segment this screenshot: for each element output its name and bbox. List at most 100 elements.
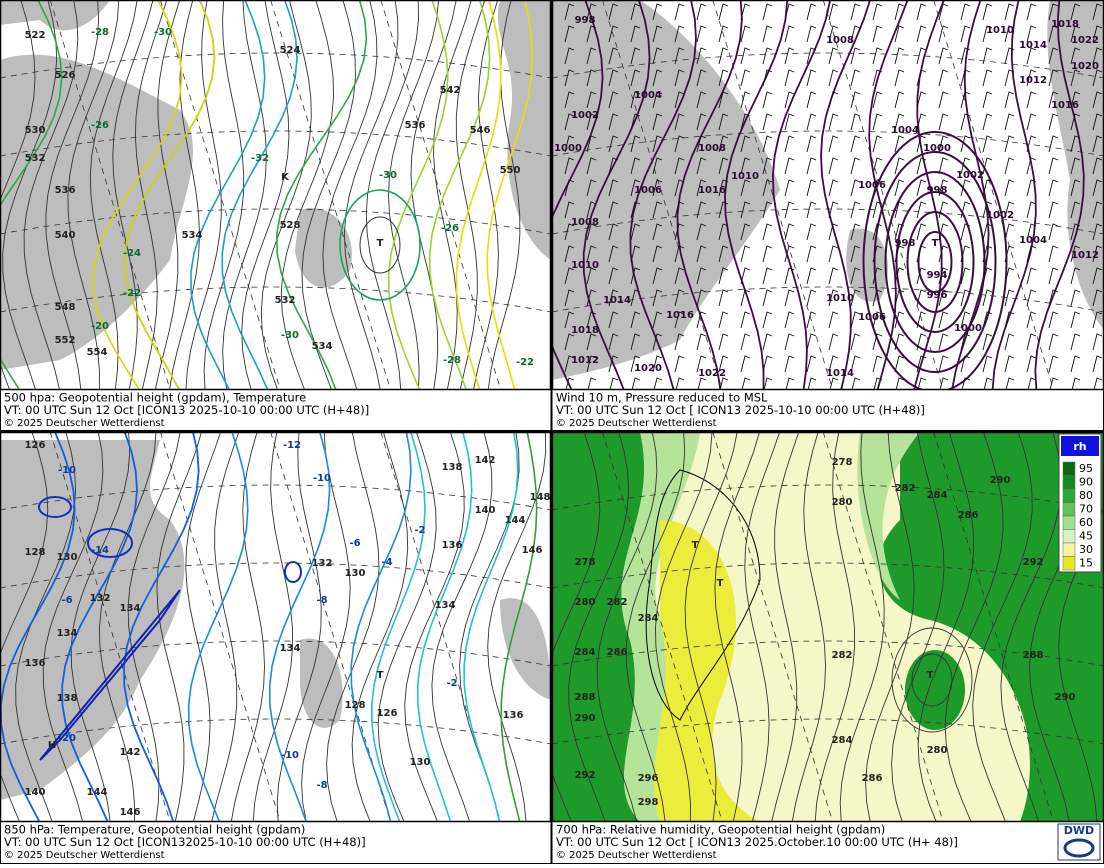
wind-barb: [740, 91, 751, 109]
wind-barb: [1004, 179, 1015, 197]
contour-label: 552: [55, 335, 76, 346]
wind-barb: [586, 113, 597, 131]
terrain: [0, 54, 193, 371]
wind-barb: [982, 25, 993, 43]
wind-barb: [828, 47, 839, 65]
wind-barb: [1092, 223, 1103, 241]
contour-label: 142: [120, 747, 141, 758]
wind-barb: [608, 113, 619, 131]
wind-barb: [982, 3, 993, 21]
wind-barb: [1049, 377, 1059, 390]
wind-barb: [1093, 377, 1103, 390]
contour-line: [39, 589, 181, 761]
contour-label: -22: [123, 288, 141, 299]
contour-label: -30: [281, 330, 299, 341]
wind-barb: [784, 25, 795, 43]
wind-barb: [762, 157, 773, 175]
graticule: [602, 432, 723, 822]
wind-barb: [894, 201, 905, 219]
wind-barb: [828, 267, 839, 285]
wind-barb: [916, 223, 927, 241]
wind-barb: [1048, 223, 1059, 241]
wind-barb: [784, 91, 795, 109]
wind-barb: [961, 377, 971, 390]
wind-barb: [1070, 47, 1081, 65]
contour-label: 1006: [858, 180, 886, 191]
contour-line: [596, 432, 658, 822]
contour-line: [486, 0, 534, 390]
wind-barb: [982, 179, 993, 197]
wind-barb: [960, 157, 971, 175]
wind-barb: [982, 311, 993, 329]
contour-line: [92, 0, 183, 390]
wind-barb: [784, 3, 795, 21]
wind-barb: [1004, 47, 1015, 65]
wind-barb: [960, 201, 971, 219]
wind-barb: [652, 355, 663, 373]
contour-line: [944, 432, 1004, 822]
contour-label: 136: [25, 658, 46, 669]
wind-barb: [696, 135, 707, 153]
contour-line: [67, 0, 120, 390]
contour-label: -10: [313, 473, 331, 484]
contour-line: [582, 0, 651, 390]
contour-label: 1004: [634, 90, 662, 101]
wind-barb: [894, 333, 905, 351]
contour-label: 540: [55, 230, 76, 241]
wind-barb: [1048, 267, 1059, 285]
wind-barb: [1026, 25, 1037, 43]
wind-barb: [828, 69, 839, 87]
wind-barb: [806, 289, 817, 307]
wind-barb: [916, 25, 927, 43]
wind-barb: [718, 135, 729, 153]
contour-line: [0, 432, 49, 822]
contour-label: 284: [575, 647, 596, 658]
contour-label: 554: [87, 347, 108, 358]
wind-barb: [916, 355, 927, 373]
terrain: [497, 0, 551, 260]
contour-label: 280: [832, 497, 853, 508]
contour-line: [814, 432, 856, 822]
contour-label: T: [927, 670, 934, 681]
wind-barb: [696, 47, 707, 65]
contour-label: -6: [349, 538, 360, 549]
contour-line: [911, 653, 953, 707]
wind-barb: [652, 289, 663, 307]
caption-line: VT: 00 UTC Sun 12 Oct [ICON132025-10-10 …: [4, 835, 366, 849]
contour-label: 286: [958, 510, 979, 521]
isobar: [906, 211, 964, 313]
wind-barb: [1026, 245, 1037, 263]
contour-label: 284: [638, 613, 659, 624]
wind-barb: [1004, 3, 1015, 21]
contour-line: [127, 432, 181, 822]
wind-barb: [784, 201, 795, 219]
wind-barb: [938, 179, 949, 197]
wind-barb: [1026, 201, 1037, 219]
wind-barb: [1026, 223, 1037, 241]
wind-barb: [1048, 113, 1059, 131]
wind-barb: [586, 91, 597, 109]
wind-barb: [674, 157, 685, 175]
contour-line: [891, 432, 945, 822]
contour-label: -14: [91, 545, 109, 556]
wind-barb: [938, 25, 949, 43]
contour-label: 1018: [1051, 19, 1079, 30]
wind-barb: [1004, 245, 1015, 263]
wind-barb: [718, 267, 729, 285]
wind-barb: [982, 201, 993, 219]
wind-barb: [697, 377, 707, 390]
contour-label: 290: [575, 713, 596, 724]
contour-label: 1016: [698, 185, 726, 196]
graticule: [552, 52, 1104, 79]
wind-barb: [1070, 91, 1081, 109]
caption-line: 700 hPa: Relative humidity, Geopotential…: [556, 823, 885, 837]
contour-label: 996: [927, 290, 948, 301]
wind-barb: [872, 179, 883, 197]
wind-barb: [872, 157, 883, 175]
wind-barb: [630, 91, 641, 109]
wind-barb: [762, 223, 773, 241]
wind-barb: [1048, 289, 1059, 307]
wind-barb: [696, 201, 707, 219]
wind-barb: [1092, 311, 1103, 329]
contour-label: 136: [442, 540, 463, 551]
